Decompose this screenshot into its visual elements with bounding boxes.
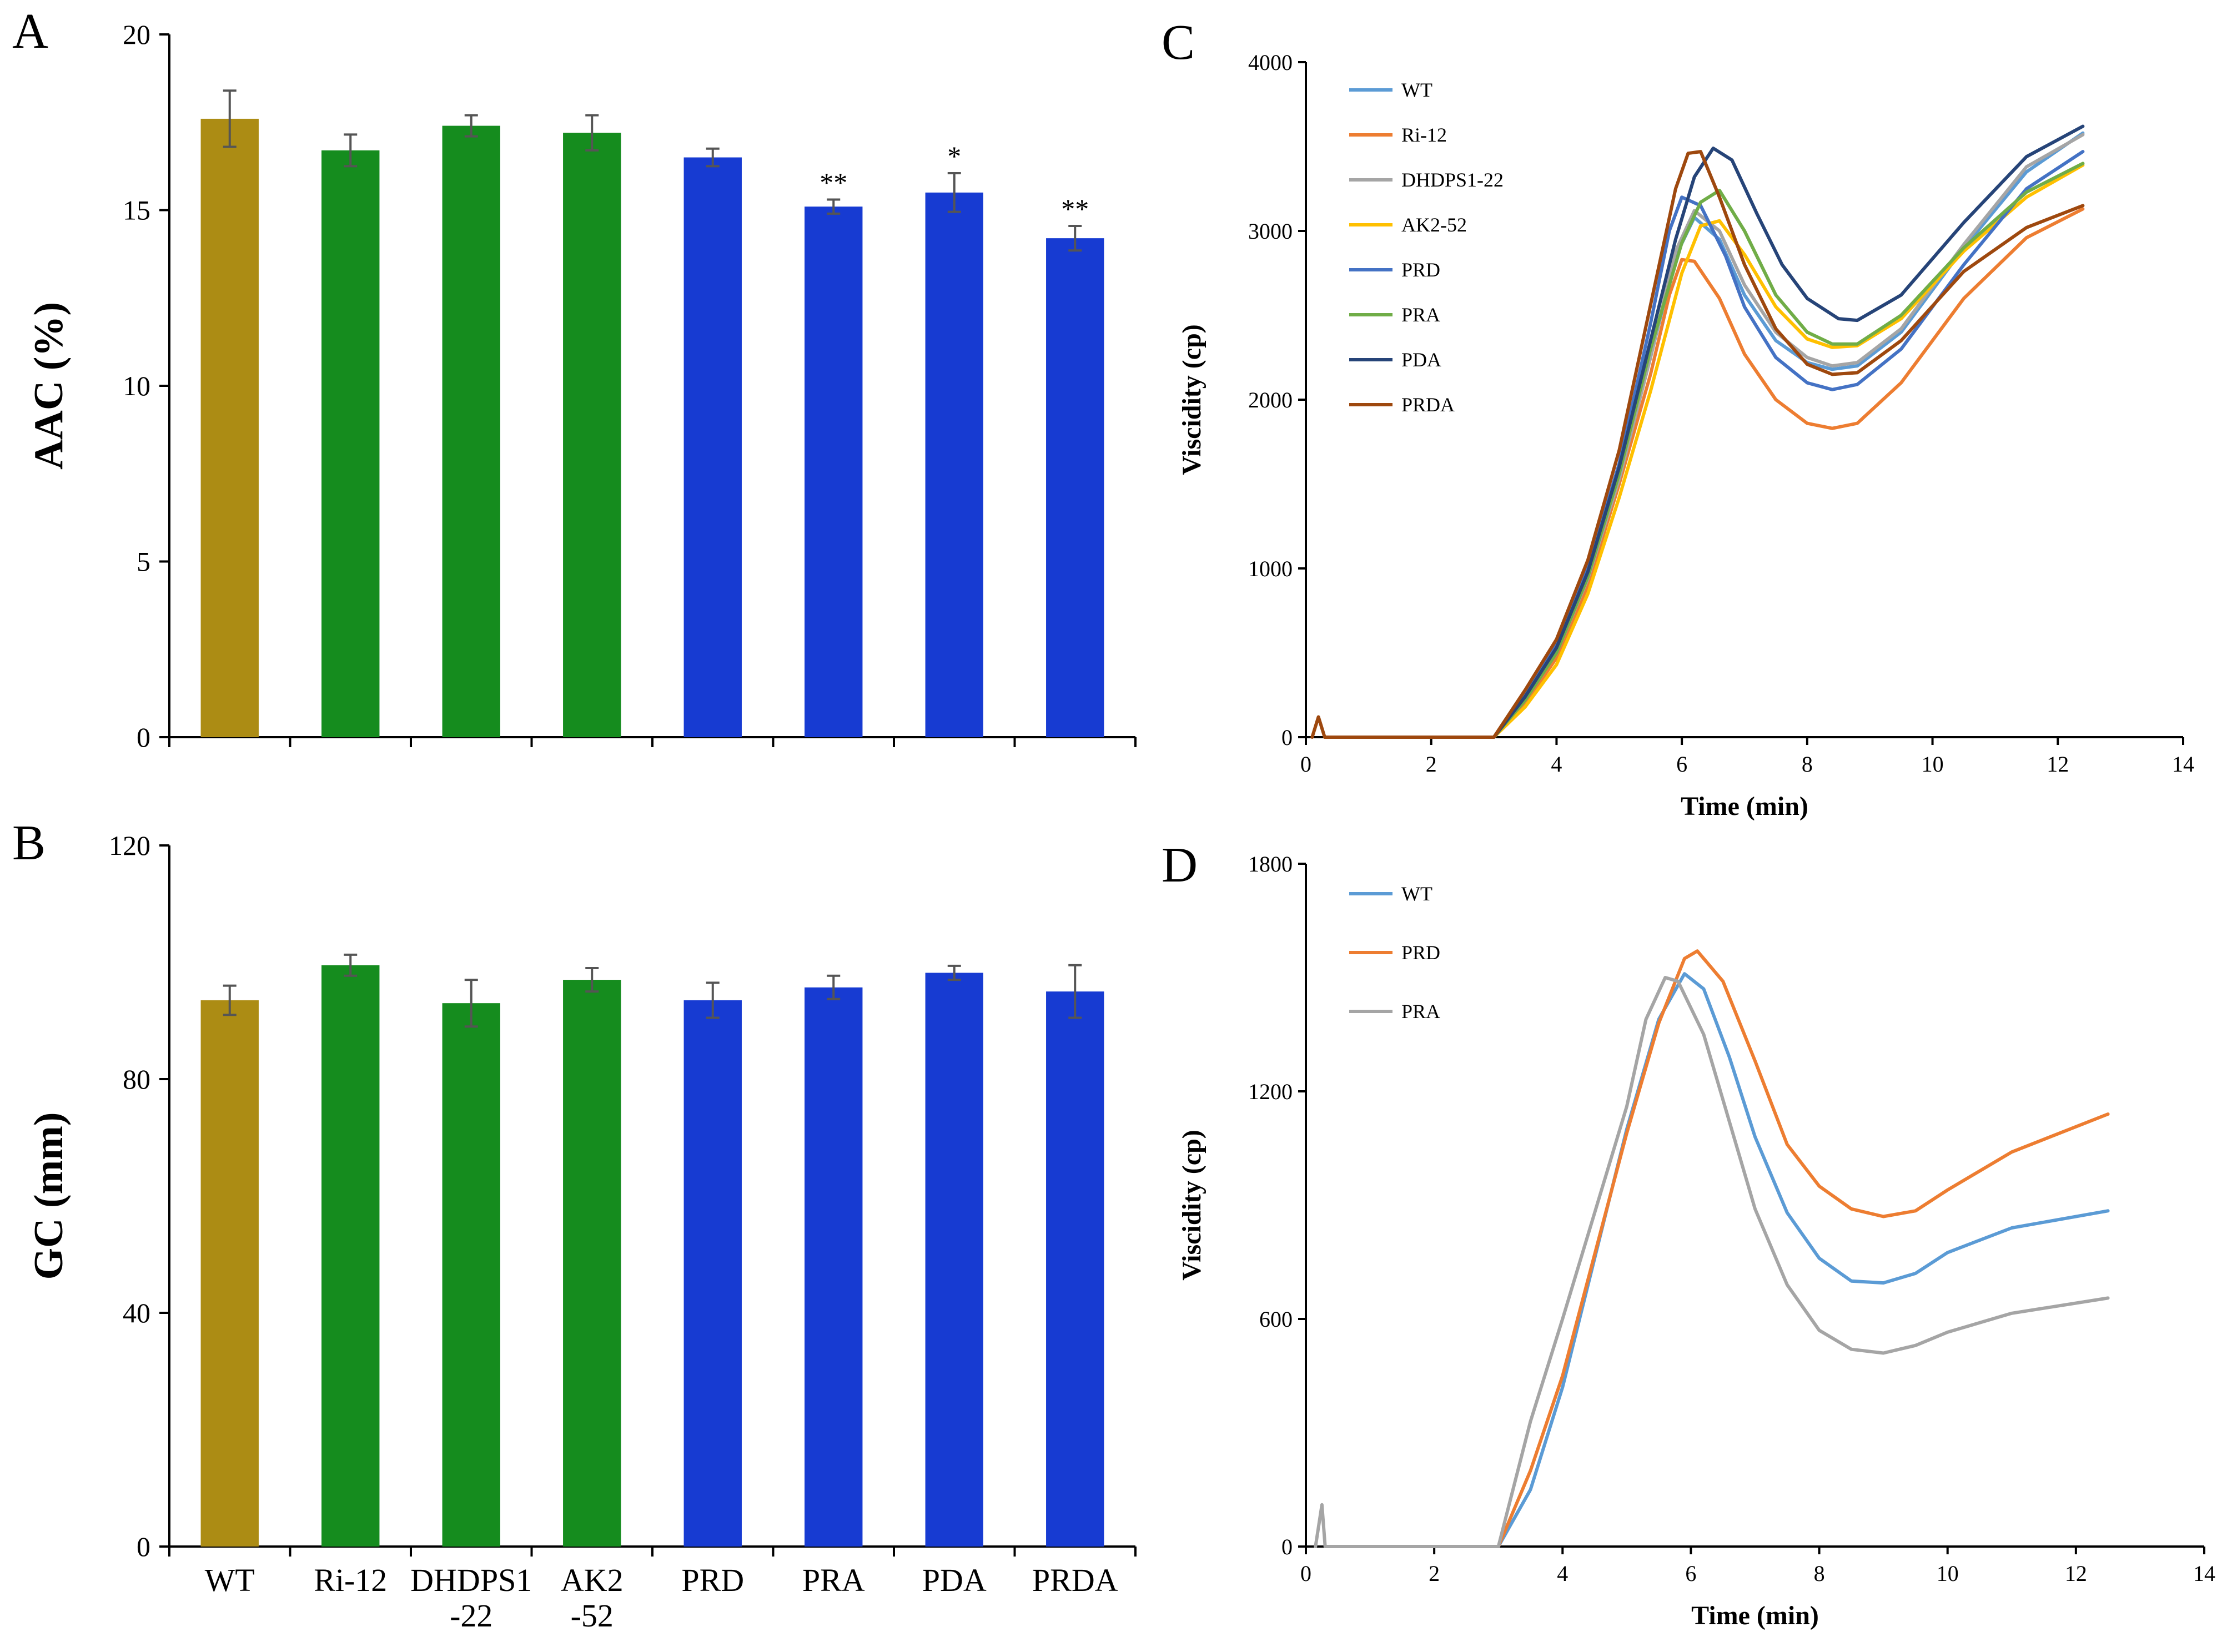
category-label: PRD [681, 1562, 744, 1598]
y-tick-label: 0 [137, 722, 150, 753]
x-tick-label: 8 [1802, 752, 1813, 777]
series-line-ri-12 [1492, 207, 2085, 739]
significance-marker: ** [820, 167, 847, 198]
y-tick-label: 2000 [1248, 387, 1293, 412]
y-axis-label: Viscidity (cp) [1177, 1130, 1206, 1281]
y-tick-label: 120 [109, 830, 150, 861]
x-tick-label: 12 [2047, 752, 2069, 777]
bar [200, 118, 259, 737]
legend-label: DHDPS1-22 [1401, 169, 1504, 191]
x-tick-label: 8 [1814, 1561, 1825, 1586]
y-tick-label: 10 [123, 370, 150, 401]
panel-label-b: B [12, 815, 46, 870]
bar [925, 192, 983, 738]
x-axis-label: Time (min) [1681, 792, 1808, 821]
x-tick-label: 14 [2193, 1561, 2215, 1586]
bar [1046, 238, 1104, 737]
series-line-pda [1492, 124, 2085, 739]
bar [200, 1000, 259, 1547]
y-tick-label: 1800 [1248, 852, 1293, 877]
category-label: AK2 -52 [561, 1562, 624, 1634]
y-tick-label: 1200 [1248, 1079, 1293, 1104]
bar [563, 980, 621, 1547]
series-line-prd [1492, 150, 2085, 739]
y-axis-label: Viscidity (cp) [1177, 324, 1206, 475]
y-tick-label: 0 [1281, 1534, 1293, 1559]
x-axis-label: Time (min) [1691, 1601, 1819, 1630]
legend-label: WT [1401, 79, 1432, 101]
legend-label: PRDA [1401, 394, 1455, 416]
y-tick-label: 20 [123, 19, 150, 50]
category-label: Ri-12 [314, 1562, 387, 1598]
legend-label: Ri-12 [1401, 124, 1447, 146]
legend-label: AK2-52 [1401, 214, 1467, 236]
bar [563, 133, 621, 738]
chart-d-viscosity: 0 600 1200 1800 0 2 4 6 8 10 12 14 WT PRD PRA Time (min… [1177, 852, 2215, 1630]
category-label: DHDPS1 -22 [410, 1562, 532, 1634]
legend-label: PDA [1401, 349, 1441, 371]
category-label: PRDA [1032, 1562, 1118, 1598]
y-tick-label: 5 [137, 546, 150, 577]
bar [442, 125, 500, 738]
y-tick-label: 4000 [1248, 50, 1293, 75]
y-tick-label: 0 [1281, 725, 1293, 750]
y-tick-label: 600 [1259, 1307, 1293, 1332]
panel-label-d: D [1162, 838, 1198, 893]
x-tick-label: 0 [1300, 1561, 1311, 1586]
bar [683, 157, 742, 737]
panel-label-a: A [12, 4, 48, 59]
x-tick-label: 12 [2065, 1561, 2087, 1586]
series-line-ak2-52 [1492, 163, 2085, 739]
category-label: PRA [802, 1562, 865, 1598]
x-tick-label: 2 [1429, 1561, 1440, 1586]
y-tick-label: 1000 [1248, 556, 1293, 581]
category-label: PDA [922, 1562, 987, 1598]
x-tick-label: 10 [1937, 1561, 1959, 1586]
bar [321, 150, 380, 737]
y-tick-label: 0 [137, 1531, 150, 1562]
panel-label-c: C [1162, 15, 1195, 70]
legend-label: PRA [1401, 1000, 1440, 1023]
x-tick-label: 4 [1551, 752, 1562, 777]
x-tick-label: 6 [1685, 1561, 1696, 1586]
y-tick-label: 80 [123, 1064, 150, 1095]
y-axis-label: GC (mm) [26, 1112, 72, 1280]
bar [683, 1000, 742, 1547]
bar [805, 206, 863, 737]
y-axis-label: AAC (%) [26, 302, 72, 470]
bar [1046, 991, 1104, 1547]
bar [805, 987, 863, 1547]
legend-label: PRD [1401, 259, 1440, 281]
category-label: WT [205, 1562, 255, 1598]
x-tick-label: 14 [2172, 752, 2194, 777]
chart-c-viscosity: 0 1000 2000 3000 4000 0 2 4 6 8 10 12 14 WT Ri-12 DHDPS… [1177, 50, 2194, 821]
series-line-wt [1496, 972, 2110, 1548]
legend-label: WT [1401, 883, 1432, 905]
significance-marker: * [947, 140, 961, 172]
bar [442, 1003, 500, 1547]
x-tick-label: 4 [1557, 1561, 1568, 1586]
legend-label: PRD [1401, 941, 1440, 964]
x-tick-label: 6 [1676, 752, 1687, 777]
legend-label: PRA [1401, 304, 1440, 326]
bar [925, 973, 983, 1547]
x-tick-label: 0 [1300, 752, 1311, 777]
chart-b-gc: 0 40 80 120 WT Ri-12 DHDPS1 -22 AK2 -52 PRD PRA PDA P… [26, 830, 1137, 1634]
significance-marker: ** [1061, 193, 1089, 224]
series-line-prda [1310, 150, 2085, 739]
x-tick-label: 2 [1426, 752, 1437, 777]
bar [321, 965, 380, 1547]
y-tick-label: 40 [123, 1297, 150, 1328]
x-tick-label: 10 [1922, 752, 1944, 777]
y-tick-label: 15 [123, 195, 150, 226]
series-line-pra [1492, 162, 2085, 739]
y-tick-label: 3000 [1248, 219, 1293, 244]
series-line-prd [1496, 949, 2110, 1548]
series-line-pra [1314, 976, 2110, 1548]
